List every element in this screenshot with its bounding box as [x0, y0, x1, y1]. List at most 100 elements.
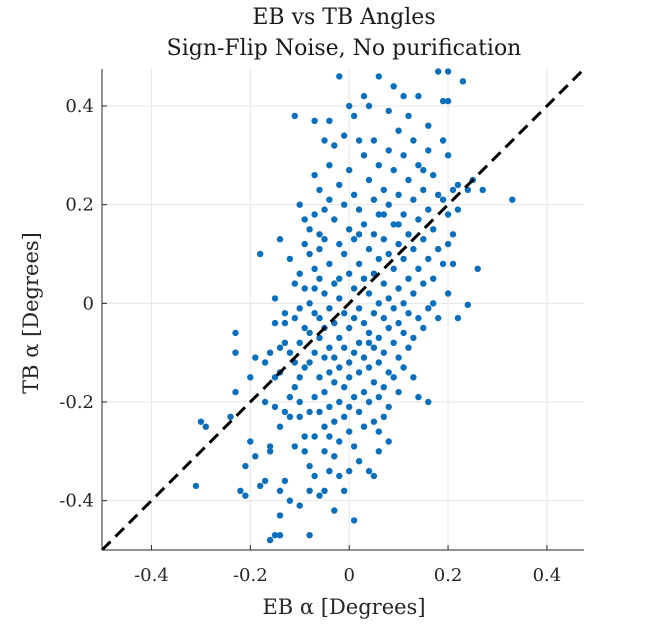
data-point-125 [341, 344, 348, 351]
data-point-26 [276, 236, 284, 243]
chart-title-line1: EB vs TB Angles [252, 5, 435, 30]
data-point-6 [232, 329, 239, 337]
data-point-199 [385, 369, 392, 376]
data-point-144 [350, 393, 358, 401]
data-point-1 [197, 418, 205, 425]
data-point-286 [331, 507, 338, 514]
data-point-45 [296, 201, 303, 208]
data-point-218 [400, 300, 407, 307]
data-point-72 [311, 349, 318, 356]
data-point-9 [242, 492, 249, 499]
data-point-177 [375, 73, 382, 80]
data-point-146 [355, 206, 363, 213]
data-point-94 [326, 117, 333, 125]
data-point-197 [385, 295, 392, 302]
data-point-300 [281, 319, 289, 327]
data-point-226 [410, 137, 417, 144]
data-point-215 [400, 152, 407, 159]
data-point-90 [321, 388, 328, 396]
data-point-116 [336, 334, 343, 342]
data-point-264 [449, 231, 457, 238]
data-point-104 [331, 142, 338, 149]
data-point-37 [286, 349, 294, 356]
data-point-100 [326, 369, 333, 376]
data-point-0 [192, 482, 200, 490]
data-point-303 [306, 487, 313, 494]
data-point-134 [346, 374, 353, 381]
data-point-268 [454, 314, 462, 322]
data-point-252 [435, 314, 442, 322]
data-point-108 [331, 354, 338, 361]
data-point-23 [271, 403, 279, 411]
data-point-128 [341, 487, 348, 494]
data-point-295 [365, 339, 373, 346]
data-point-240 [420, 324, 427, 332]
data-point-78 [316, 275, 323, 282]
data-point-113 [336, 181, 343, 189]
data-point-244 [425, 305, 432, 312]
data-point-261 [444, 290, 452, 297]
data-point-278 [360, 92, 368, 100]
data-point-129 [346, 166, 353, 174]
data-point-16 [261, 398, 269, 406]
data-point-34 [281, 339, 289, 346]
data-point-35 [281, 310, 289, 317]
data-point-243 [425, 255, 432, 263]
data-point-279 [425, 122, 432, 129]
data-point-127 [341, 413, 348, 420]
data-point-206 [390, 374, 397, 381]
data-point-148 [355, 305, 363, 312]
data-point-249 [435, 68, 442, 75]
data-point-302 [380, 211, 387, 218]
data-point-89 [321, 354, 328, 361]
x-axis-label: EB α [Degrees] [262, 595, 425, 619]
data-point-114 [336, 240, 343, 248]
data-point-123 [341, 250, 348, 258]
data-point-63 [306, 359, 313, 366]
data-point-24 [271, 374, 279, 381]
data-point-74 [311, 433, 318, 440]
data-point-43 [291, 384, 298, 391]
data-point-15 [261, 477, 269, 485]
data-point-86 [321, 236, 328, 243]
data-point-229 [410, 290, 417, 297]
data-point-174 [370, 379, 378, 386]
data-point-27 [276, 344, 284, 351]
data-point-18 [266, 443, 274, 450]
data-point-161 [365, 176, 373, 184]
data-point-48 [296, 339, 303, 346]
data-point-57 [301, 433, 308, 440]
data-point-66 [306, 532, 313, 539]
data-point-62 [306, 329, 313, 337]
scatter-points [100, 67, 586, 552]
data-point-192 [380, 413, 387, 420]
chart-title-line2: Sign-Flip Noise, No purification [167, 36, 522, 61]
data-point-46 [296, 270, 303, 277]
data-point-255 [439, 260, 447, 268]
data-point-36 [286, 255, 294, 263]
data-point-191 [380, 384, 387, 391]
data-point-287 [385, 438, 392, 445]
data-point-149 [355, 339, 363, 346]
data-point-70 [311, 265, 318, 272]
data-point-269 [459, 78, 467, 85]
data-point-241 [425, 147, 432, 154]
data-point-195 [385, 201, 392, 208]
data-point-109 [331, 379, 338, 386]
data-point-204 [390, 305, 397, 312]
data-point-147 [355, 260, 363, 268]
data-point-64 [306, 408, 313, 416]
data-point-55 [301, 324, 308, 332]
data-point-156 [360, 319, 368, 327]
data-point-213 [395, 388, 402, 396]
data-point-258 [444, 152, 452, 159]
data-point-267 [454, 206, 462, 213]
data-point-19 [266, 349, 274, 356]
data-point-51 [296, 413, 303, 420]
data-point-44 [291, 443, 298, 450]
data-point-170 [370, 231, 378, 238]
y-tick-label-3: 0.2 [65, 195, 94, 216]
data-point-118 [336, 398, 343, 406]
data-point-139 [350, 191, 358, 198]
